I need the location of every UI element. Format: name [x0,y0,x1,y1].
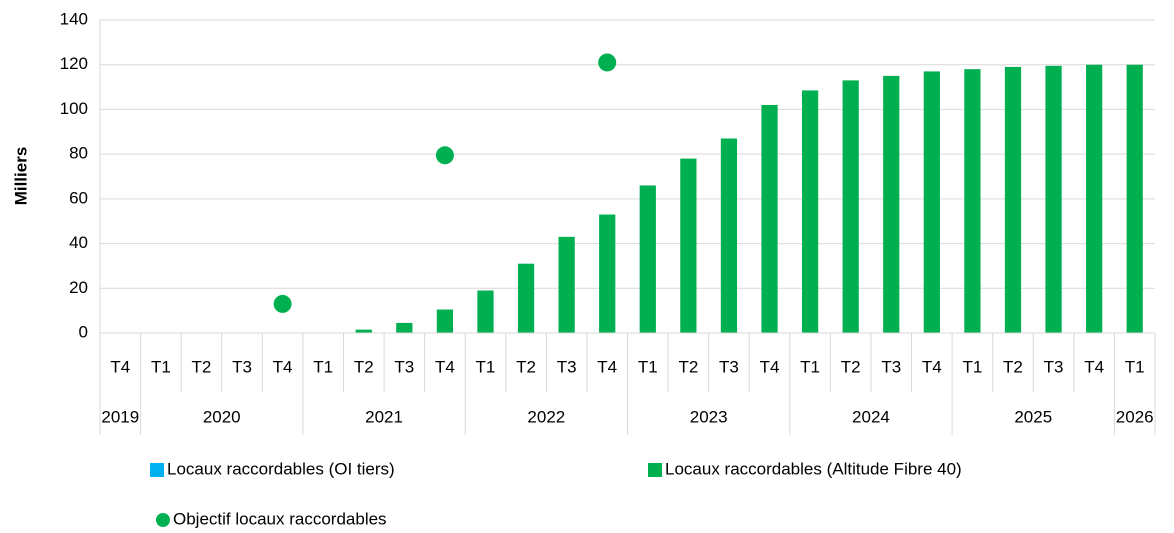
bar [680,158,697,333]
bar [477,290,494,333]
x-tick-label: T4 [760,357,780,376]
x-tick-label: T2 [192,357,212,376]
marker [598,53,617,72]
bar [355,329,372,333]
x-tick-label: T1 [800,357,820,376]
marker [273,294,292,313]
x-tick-label: T1 [476,357,496,376]
x-tick-label: T2 [516,357,536,376]
y-tick-label: 0 [79,322,88,341]
bar [1126,64,1143,333]
bar [1045,65,1062,333]
x-tick-label: T3 [557,357,577,376]
legend-label: Locaux raccordables (OI tiers) [167,459,395,478]
x-group-label: 2020 [203,407,241,426]
bar [436,309,454,333]
y-tick-label: 40 [69,233,88,252]
bar [558,236,575,333]
x-tick-label: T3 [881,357,901,376]
y-tick-label: 120 [60,54,88,73]
bar [1086,64,1103,333]
y-tick-label: 100 [60,99,88,118]
x-group-label: 2019 [101,407,139,426]
x-tick-label: T4 [597,357,617,376]
bar [517,263,535,333]
x-group-label: 2021 [365,407,403,426]
x-tick-label: T4 [273,357,293,376]
bar [1004,66,1022,333]
bar [761,104,778,333]
x-tick-label: T2 [678,357,698,376]
bar [599,214,616,333]
legend-marker [156,513,170,527]
x-tick-label: T2 [354,357,374,376]
legend-label: Locaux raccordables (Altitude Fibre 40) [665,459,962,478]
x-tick-label: T4 [1084,357,1104,376]
x-tick-label: T3 [232,357,252,376]
bar [396,322,413,333]
x-group-label: 2025 [1014,407,1052,426]
x-tick-label: T1 [151,357,171,376]
x-tick-label: T1 [962,357,982,376]
x-tick-label: T4 [922,357,942,376]
legend-marker [648,463,662,477]
y-tick-label: 20 [69,278,88,297]
x-tick-label: T1 [1125,357,1145,376]
y-tick-label: 140 [60,9,88,28]
bar [964,69,981,333]
bar [923,71,940,334]
x-tick-label: T3 [1044,357,1064,376]
x-tick-label: T4 [110,357,130,376]
x-tick-label: T2 [1003,357,1023,376]
bar [801,90,819,333]
marker [435,146,454,165]
x-group-label: 2023 [690,407,728,426]
x-tick-label: T3 [719,357,739,376]
x-tick-label: T1 [638,357,658,376]
bar [720,138,738,333]
legend-marker [150,463,164,477]
x-tick-label: T2 [841,357,861,376]
y-tick-label: 60 [69,188,88,207]
x-group-label: 2024 [852,407,890,426]
x-tick-label: T1 [313,357,333,376]
bar [883,75,900,334]
x-tick-label: T4 [435,357,455,376]
bar [842,80,859,333]
y-axis-label: Milliers [11,147,30,206]
legend-label: Objectif locaux raccordables [173,509,387,528]
x-group-label: 2022 [527,407,565,426]
x-tick-label: T3 [394,357,414,376]
bar [639,185,656,333]
x-group-label: 2026 [1116,407,1154,426]
y-tick-label: 80 [69,144,88,163]
